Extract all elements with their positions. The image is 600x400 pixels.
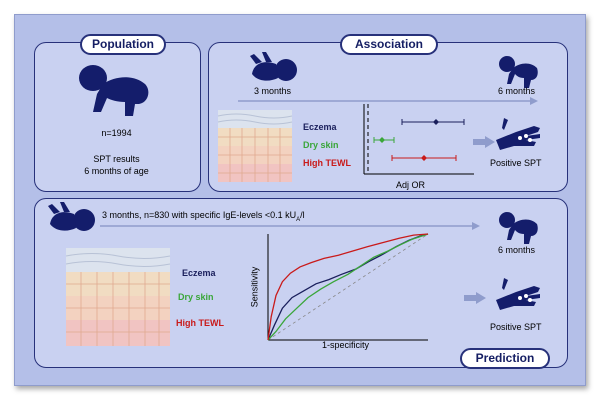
legend-dry-skin-prediction: Dry skin <box>178 292 214 302</box>
population-spt-line2: 6 months of age <box>84 166 149 176</box>
prediction-outcome: Positive SPT <box>490 322 542 332</box>
prediction-header-sub: A <box>296 216 301 223</box>
prediction-header: 3 months, n=830 with specific IgE-levels… <box>102 210 305 223</box>
legend-eczema-prediction: Eczema <box>182 268 216 278</box>
prediction-header-main: 3 months, n=830 with specific IgE-levels… <box>102 210 297 220</box>
association-from-age: 3 months <box>254 86 292 96</box>
forest-estimate-0 <box>433 119 439 125</box>
roc-ylabel: Sensitivity <box>249 266 260 308</box>
crawling-baby-6m-icon <box>499 56 538 88</box>
crawling-baby-prediction-icon <box>499 212 538 244</box>
roc-series-dry-skin <box>267 233 429 341</box>
roc-series-high-tewl <box>267 233 429 341</box>
crawling-baby-icon <box>79 65 149 116</box>
prediction-timeline-arrow <box>100 222 480 230</box>
timeline-arrow <box>238 97 538 105</box>
forest-estimate-1 <box>379 137 385 143</box>
forest-plot <box>363 104 474 175</box>
prediction-to-age: 6 months <box>498 245 536 255</box>
roc-xlabel: 1-specificity <box>322 340 370 350</box>
skin-tissue-image <box>217 110 293 182</box>
legend-eczema: Eczema <box>303 122 337 132</box>
association-label: Association <box>340 34 438 55</box>
prediction-label: Prediction <box>460 348 550 369</box>
lying-baby-prediction-icon <box>48 202 95 231</box>
skin-tissue-image-large <box>65 248 171 346</box>
population-spt-line1: SPT results <box>93 154 140 164</box>
association-to-age: 6 months <box>498 86 536 96</box>
population-n: n=1994 <box>101 128 132 138</box>
lying-baby-icon <box>250 52 297 81</box>
legend-high-tewl: High TEWL <box>303 158 351 168</box>
legend-dry-skin: Dry skin <box>303 140 339 150</box>
population-panel <box>34 42 201 192</box>
skin-prick-test-hand-icon <box>496 118 540 150</box>
skin-prick-test-hand-prediction-icon <box>496 278 540 310</box>
roc-chart <box>267 233 429 341</box>
forward-arrow <box>473 136 495 148</box>
legend-high-tewl-prediction: High TEWL <box>176 318 224 328</box>
forest-xlabel: Adj OR <box>396 180 426 190</box>
forest-estimate-2 <box>421 155 427 161</box>
roc-diagonal <box>267 233 429 341</box>
prediction-header-tail: /l <box>300 210 305 220</box>
forward-arrow-prediction <box>464 292 486 304</box>
population-label: Population <box>80 34 166 55</box>
association-outcome: Positive SPT <box>490 158 542 168</box>
